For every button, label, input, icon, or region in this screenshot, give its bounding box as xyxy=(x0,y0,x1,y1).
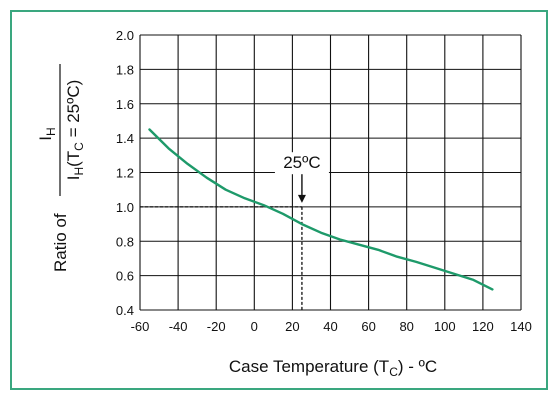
x-tick-label-2: -20 xyxy=(207,319,226,334)
x-tick-label-7: 80 xyxy=(399,319,413,334)
x-tick-label-10: 140 xyxy=(510,319,532,334)
series-group xyxy=(148,128,494,291)
series-line-0 xyxy=(148,128,494,291)
y-tick-label-0: 0.4 xyxy=(116,303,134,318)
reference-arrow-head xyxy=(297,194,306,203)
y-tick-label-7: 1.8 xyxy=(116,62,134,77)
y-tick-label-4: 1.2 xyxy=(116,166,134,181)
y-tick-label-5: 1.4 xyxy=(116,131,134,146)
x-tick-label-8: 100 xyxy=(434,319,456,334)
tick-labels: -60 -40 -20 0 20 40 60 80 100 120 140 0.4 0.6 0.8 1.0 1… xyxy=(116,28,532,334)
y-tick-label-6: 1.6 xyxy=(116,97,134,112)
x-tick-label-4: 20 xyxy=(285,319,299,334)
reference-lines xyxy=(140,206,303,310)
y-tick-label-1: 0.6 xyxy=(116,269,134,284)
y-axis-label: Ratio of IH IH(TC = 25ºC) xyxy=(36,64,86,272)
y-tick-label-3: 1.0 xyxy=(116,200,134,215)
grid xyxy=(139,34,522,311)
x-axis-label: Case Temperature (TC) - ºC xyxy=(229,357,437,379)
y-tick-label-2: 0.8 xyxy=(116,234,134,249)
y-axis-label-denominator: IH(TC = 25ºC) xyxy=(64,80,86,181)
reference-arrow xyxy=(297,174,306,203)
x-tick-label-9: 120 xyxy=(472,319,494,334)
reference-label: 25ºC xyxy=(283,153,320,172)
x-tick-label-6: 60 xyxy=(361,319,375,334)
x-tick-label-3: 0 xyxy=(251,319,258,334)
x-tick-label-1: -40 xyxy=(169,319,188,334)
reference-label-background xyxy=(274,152,329,175)
x-tick-label-0: -60 xyxy=(131,319,150,334)
x-tick-label-5: 40 xyxy=(323,319,337,334)
chart-frame xyxy=(10,10,548,390)
y-axis-label-prefix: Ratio of xyxy=(51,213,70,272)
y-axis-label-numerator: IH xyxy=(36,127,58,140)
y-tick-label-8: 2.0 xyxy=(116,28,134,43)
